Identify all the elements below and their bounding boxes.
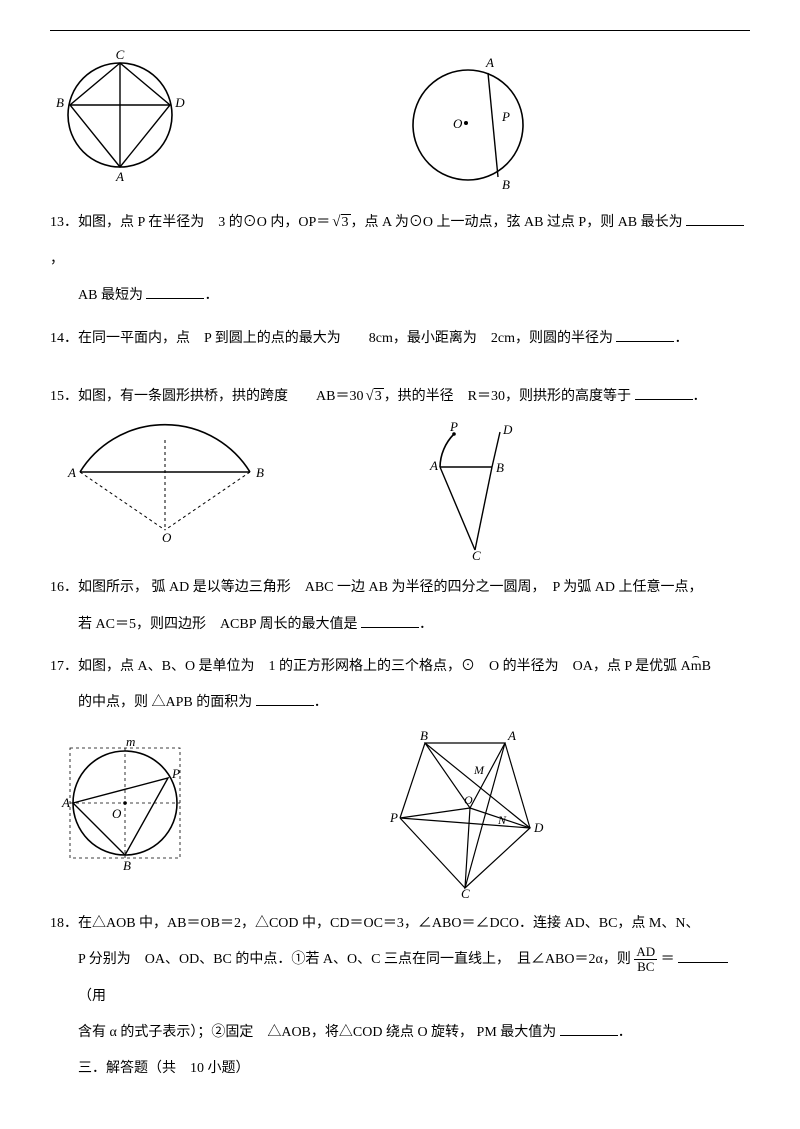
label-m: m: [126, 734, 135, 749]
label-O: O: [162, 530, 172, 542]
label-O: O: [453, 116, 463, 131]
fraction-ad-bc: ADBC: [634, 945, 657, 975]
label-M: M: [473, 763, 485, 777]
label-A: A: [429, 458, 438, 473]
q13-text-c: ，: [50, 252, 64, 267]
figure-12a: C B D A: [50, 45, 190, 185]
label-D: D: [502, 422, 513, 437]
label-A: A: [485, 55, 494, 70]
q14-text: ．在同一平面内，点 P 到圆上的点的最大为 8cm，最小距离为 2cm，则圆的半…: [64, 331, 613, 346]
q15-text-a: ．如图，有一条圆形拱桥，拱的跨度 AB＝30: [64, 389, 363, 404]
q15-num: 15: [50, 389, 64, 404]
q14-num: 14: [50, 331, 64, 346]
label-A: A: [61, 795, 70, 810]
q16-text: ．如图所示， 弧 AD 是以等边三角形 ABC 一边 AB 为半径的四分之一圆周…: [64, 580, 702, 595]
page-rule: [50, 30, 750, 31]
figure-row-12: C B D A O P A B: [50, 45, 750, 195]
q18-line3: 含有 α 的式子表示）；②固定 △AOB，将△COD 绕点 O 旋转， PM 最…: [78, 1025, 556, 1040]
q13-line2: AB 最短为: [78, 288, 143, 303]
q13-text-b: ，点 A 为⊙O 上一动点，弦 AB 过点 P，则 AB 最长为: [351, 215, 683, 230]
question-17: 17．如图，点 A、B、O 是单位为 1 的正方形网格上的三个格点，⊙ O 的半…: [50, 649, 750, 722]
question-16: 16．如图所示， 弧 AD 是以等边三角形 ABC 一边 AB 为半径的四分之一…: [50, 570, 750, 643]
figure-15b: A B C D P: [400, 422, 530, 562]
q17-text-a: ．如图，点 A、B、O 是单位为 1 的正方形网格上的三个格点，⊙ O 的半径为…: [64, 659, 677, 674]
question-18: 18．在△AOB 中，AB＝OB＝2，△COD 中，CD＝OC＝3，∠ABO＝∠…: [50, 906, 750, 1052]
label-P: P: [449, 422, 458, 434]
sqrt-icon: 3: [330, 203, 350, 242]
label-A: A: [115, 169, 124, 184]
blank-14[interactable]: [616, 328, 674, 342]
label-C: C: [116, 47, 125, 62]
label-D: D: [533, 820, 544, 835]
blank-13b[interactable]: [146, 285, 204, 299]
blank-17[interactable]: [256, 692, 314, 706]
q16-line2: 若 AC＝5，则四边形 ACBP 周长的最大值是: [78, 617, 358, 632]
section3-text: 三．解答题（共 10 小题）: [78, 1061, 250, 1076]
q18-line2a: P 分别为 OA、OD、BC 的中点．①若 A、O、C 三点在同一直线上， 且∠…: [78, 952, 631, 967]
blank-18b[interactable]: [560, 1022, 618, 1036]
q16-num: 16: [50, 580, 64, 595]
figure-row-17: A B O P m B A P D C M O N: [50, 728, 750, 898]
label-B: B: [496, 460, 504, 475]
label-D: D: [174, 95, 185, 110]
q15-text-b: ，拱的半径 R＝30，则拱形的高度等于: [384, 389, 631, 404]
label-B: B: [502, 177, 510, 192]
blank-13a[interactable]: [686, 212, 744, 226]
q13-sqrt: 3: [341, 214, 351, 230]
blank-18a[interactable]: [678, 949, 728, 963]
label-N: N: [497, 813, 507, 827]
q18-period: ．: [618, 1025, 632, 1040]
q18-num: 18: [50, 916, 64, 931]
label-O: O: [112, 806, 122, 821]
q17-num: 17: [50, 659, 64, 674]
blank-16[interactable]: [361, 614, 419, 628]
label-B: B: [123, 858, 131, 873]
q13-period: ．: [204, 288, 218, 303]
label-B: B: [56, 95, 64, 110]
label-P: P: [171, 766, 180, 781]
label-P: P: [501, 109, 510, 124]
question-14: 14．在同一平面内，点 P 到圆上的点的最大为 8cm，最小距离为 2cm，则圆…: [50, 321, 750, 357]
arc-notation: ⌢AmB: [681, 649, 711, 685]
q18-text: ．在△AOB 中，AB＝OB＝2，△COD 中，CD＝OC＝3，∠ABO＝∠DC…: [64, 916, 699, 931]
label-B: B: [420, 728, 428, 743]
q15-period: ．: [693, 389, 707, 404]
label-P: P: [389, 810, 398, 825]
label-C: C: [461, 886, 470, 898]
label-O: O: [464, 793, 473, 807]
q18-line2b: ＝: [661, 952, 675, 967]
frac-n: AD: [634, 945, 657, 960]
label-B: B: [256, 465, 264, 480]
figure-15a: A B O: [50, 422, 280, 542]
label-A: A: [67, 465, 76, 480]
sqrt-icon: 3: [363, 377, 383, 416]
q17-line2a: 的中点，则 △APB 的面积为: [78, 695, 252, 710]
frac-d: BC: [634, 960, 657, 974]
figure-17b: B A P D C M O N: [370, 728, 570, 898]
section-3-heading: 三．解答题（共 10 小题）: [50, 1057, 750, 1077]
question-13: 13．如图，点 P 在半径为 3 的⊙O 内，OP＝ 3，点 A 为⊙O 上一动点…: [50, 203, 750, 315]
q14-period: ．: [674, 331, 688, 346]
label-A: A: [507, 728, 516, 743]
figure-17a: A B O P m: [50, 728, 200, 878]
q16-period: ．: [419, 617, 433, 632]
question-15: 15．如图，有一条圆形拱桥，拱的跨度 AB＝30 3，拱的半径 R＝30，则拱形的…: [50, 377, 750, 416]
figure-row-15: A B O A B C D P: [50, 422, 750, 562]
blank-15[interactable]: [635, 386, 693, 400]
q17-period: ．: [314, 695, 328, 710]
q18-line2c: （用: [78, 989, 106, 1004]
label-C: C: [472, 548, 481, 562]
q15-sqrt: 3: [374, 388, 384, 404]
figure-12b: O P A B: [390, 45, 550, 195]
q13-num: 13: [50, 215, 64, 230]
q13-text-a: ．如图，点 P 在半径为 3 的⊙O 内，OP＝: [64, 215, 330, 230]
